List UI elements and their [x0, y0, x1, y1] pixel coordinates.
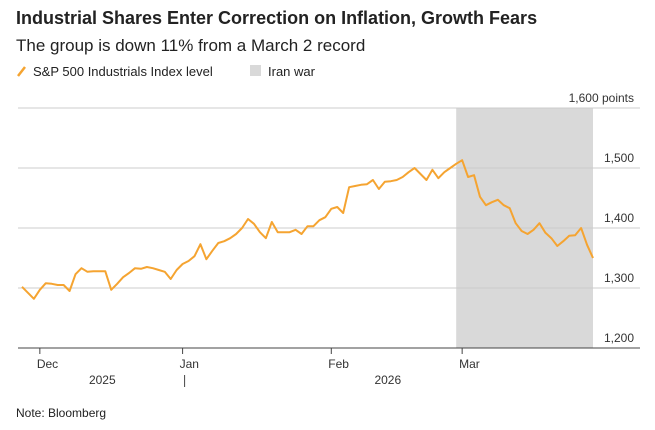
note: Note: Bloomberg — [16, 406, 106, 420]
y-tick-label: 1,300 — [604, 271, 634, 285]
year-label: 2026 — [374, 373, 401, 387]
legend-label: S&P 500 Industrials Index level — [33, 64, 213, 79]
chart-title: Industrial Shares Enter Correction on In… — [16, 8, 537, 28]
legend-swatch — [250, 65, 261, 76]
legend-label: Iran war — [268, 64, 316, 79]
year-label: 2025 — [89, 373, 116, 387]
chart-subtitle: The group is down 11% from a March 2 rec… — [16, 36, 365, 55]
x-tick-label: Dec — [37, 357, 58, 371]
series-line — [21, 159, 594, 300]
y-tick-label: 1,500 — [604, 151, 634, 165]
x-tick-label: Feb — [328, 357, 349, 371]
y-tick-label: 1,200 — [604, 331, 634, 345]
x-tick-label: Jan — [180, 357, 199, 371]
legend-swatch — [17, 66, 26, 77]
y-tick-label: 1,600 points — [569, 91, 634, 105]
x-tick-label: Mar — [459, 357, 480, 371]
y-tick-label: 1,400 — [604, 211, 634, 225]
